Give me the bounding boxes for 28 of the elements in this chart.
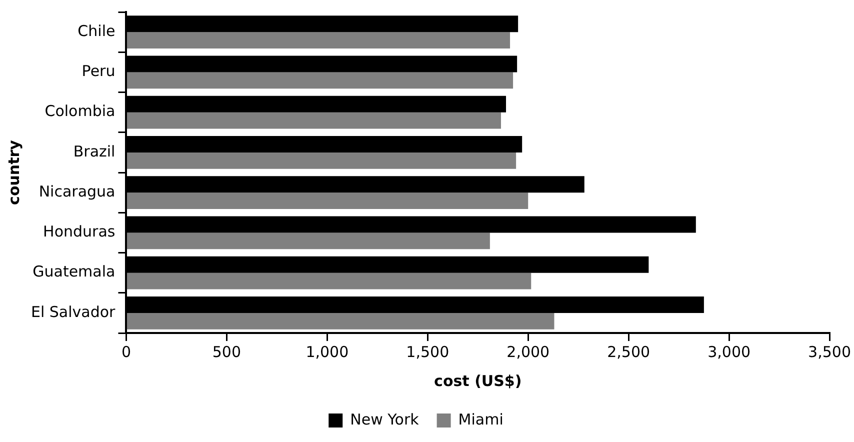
y-tick-label: Colombia <box>44 102 116 120</box>
x-tick-label: 3,500 <box>808 342 852 361</box>
bar <box>126 152 516 169</box>
x-tick-label: 1,000 <box>306 342 349 361</box>
y-tick-label: Nicaragua <box>38 182 116 200</box>
x-tick-label: 0 <box>121 342 131 361</box>
bar <box>126 112 501 129</box>
bar <box>126 272 532 290</box>
x-tick-label: 1,500 <box>406 342 450 361</box>
y-tick-label: Guatemala <box>32 262 116 281</box>
x-tick-label: 2,500 <box>607 342 650 361</box>
bar <box>126 312 554 330</box>
x-tick-label: 3,000 <box>708 342 751 361</box>
y-tick-label: El Salvador <box>30 302 116 321</box>
y-tick-label: Peru <box>82 62 116 80</box>
legend-label: New York <box>350 410 420 428</box>
y-tick-label: Chile <box>78 22 116 40</box>
y-tick-label: Honduras <box>43 222 116 241</box>
bar <box>126 72 514 89</box>
bar <box>126 232 490 250</box>
x-tick-label: 2,000 <box>506 342 550 361</box>
y-axis-title: country <box>4 140 23 205</box>
bar <box>126 192 528 210</box>
legend-label: Miami <box>458 410 504 428</box>
y-tick-label: Brazil <box>73 142 116 160</box>
x-tick-label: 500 <box>212 342 242 361</box>
bar <box>126 32 510 49</box>
x-axis-title: cost (US$) <box>434 372 522 390</box>
